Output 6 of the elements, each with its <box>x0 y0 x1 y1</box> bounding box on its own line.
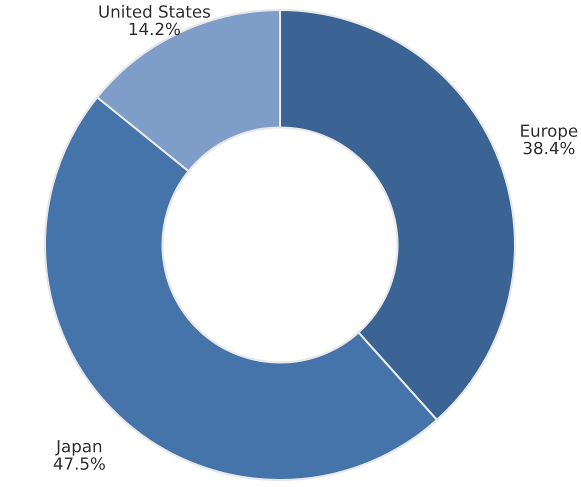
data-label: 47.5% <box>54 457 105 470</box>
data-label: 38.4% <box>524 142 574 154</box>
slice-label: Europe <box>521 124 578 140</box>
slice-label: Japan <box>55 440 102 456</box>
data-label: 14.2% <box>130 22 180 36</box>
slice-label: United States <box>99 4 210 18</box>
